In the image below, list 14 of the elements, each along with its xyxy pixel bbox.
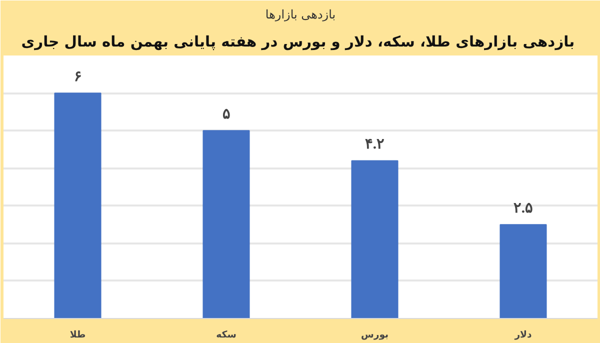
data-label: ۵ (222, 106, 230, 123)
bar (500, 224, 547, 318)
x-tick-label: سکه (216, 330, 236, 340)
bar (351, 160, 398, 318)
chart-title: بازدهی بازارها (265, 8, 336, 22)
x-tick-label: دلار (514, 330, 532, 340)
data-label: ۲.۵ (513, 200, 534, 217)
data-label: ۶ (74, 69, 82, 86)
x-tick-label: طلا (70, 330, 86, 340)
bar (202, 130, 250, 318)
x-tick-label: بورس (360, 330, 389, 340)
bar (54, 92, 102, 318)
chart-subtitle: بازدهی بازارهای طلا، سکه، دلار و بورس در هفته پایانی بهمن ماه سال جاری (21, 34, 575, 50)
data-label: ۴.۲ (364, 136, 385, 153)
